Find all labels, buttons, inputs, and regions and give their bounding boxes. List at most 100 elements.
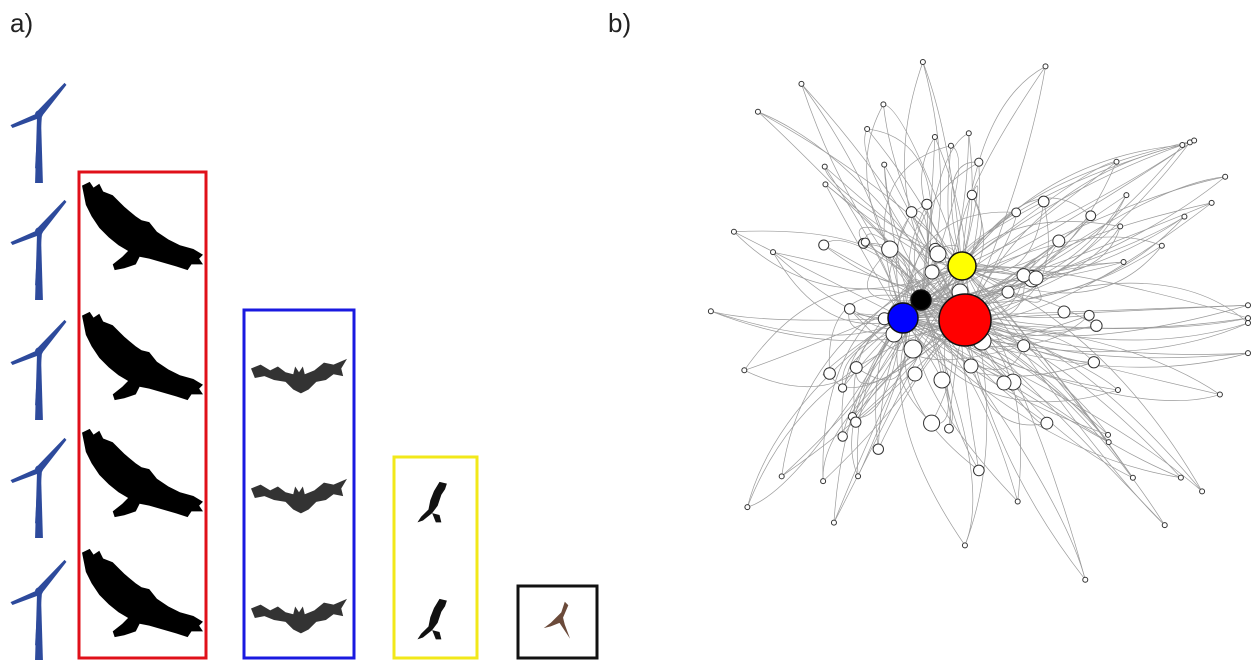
eagle bbox=[82, 429, 203, 517]
node bbox=[865, 126, 870, 131]
edge bbox=[961, 202, 1044, 266]
node bbox=[856, 474, 861, 479]
nodes bbox=[708, 60, 1250, 583]
node bbox=[1053, 235, 1065, 247]
node bbox=[1038, 196, 1049, 207]
turbine bbox=[11, 560, 67, 660]
node bbox=[821, 479, 826, 484]
page: {"panels": [{"label": "a)"}, {"label": "… bbox=[0, 0, 1253, 661]
node bbox=[823, 182, 828, 187]
node bbox=[1017, 269, 1030, 282]
node bbox=[962, 543, 967, 548]
node bbox=[831, 520, 836, 525]
node bbox=[1043, 64, 1048, 69]
node bbox=[1084, 310, 1094, 320]
edge bbox=[962, 66, 1046, 266]
bat bbox=[251, 599, 347, 634]
node bbox=[925, 265, 939, 279]
hub-node bbox=[948, 252, 976, 280]
node bbox=[1118, 224, 1123, 229]
node bbox=[974, 465, 985, 476]
hawk bbox=[417, 482, 446, 522]
eagle bbox=[82, 549, 203, 637]
node bbox=[967, 190, 976, 199]
node bbox=[1088, 357, 1099, 368]
node bbox=[882, 162, 887, 167]
node bbox=[844, 304, 854, 314]
node bbox=[742, 368, 747, 373]
node bbox=[930, 246, 946, 262]
network bbox=[708, 60, 1250, 583]
bat bbox=[251, 359, 347, 394]
edge bbox=[801, 84, 921, 300]
turbine bbox=[11, 83, 67, 183]
node bbox=[838, 432, 847, 441]
node bbox=[1217, 392, 1222, 397]
node bbox=[1015, 499, 1020, 504]
turbine bbox=[11, 438, 67, 538]
node bbox=[1130, 475, 1135, 480]
node bbox=[881, 102, 886, 107]
node bbox=[1114, 159, 1119, 164]
node bbox=[1012, 208, 1021, 217]
node bbox=[708, 309, 713, 314]
node bbox=[934, 372, 950, 388]
node bbox=[1091, 320, 1102, 331]
node bbox=[1159, 243, 1164, 248]
turbines bbox=[11, 83, 67, 660]
node bbox=[1058, 306, 1070, 318]
node bbox=[779, 474, 784, 479]
node bbox=[997, 376, 1011, 390]
bat bbox=[251, 479, 347, 514]
node bbox=[745, 505, 750, 510]
node bbox=[822, 164, 827, 169]
node bbox=[1106, 440, 1111, 445]
edge bbox=[921, 62, 941, 300]
node bbox=[964, 359, 978, 373]
node bbox=[882, 241, 898, 257]
hub-node bbox=[939, 294, 991, 346]
hub-node bbox=[888, 303, 918, 333]
node bbox=[1029, 271, 1043, 285]
node bbox=[975, 158, 983, 166]
node bbox=[906, 207, 917, 218]
edge bbox=[921, 300, 1085, 580]
edge bbox=[744, 318, 903, 387]
node bbox=[1200, 489, 1205, 494]
node bbox=[924, 415, 940, 431]
node bbox=[904, 340, 922, 358]
turbine bbox=[11, 320, 67, 420]
node bbox=[731, 229, 736, 234]
node bbox=[966, 131, 971, 136]
node bbox=[873, 444, 883, 454]
node bbox=[1180, 143, 1185, 148]
node bbox=[1083, 577, 1088, 582]
node bbox=[799, 81, 804, 86]
node bbox=[1246, 351, 1251, 356]
eagle bbox=[82, 312, 203, 400]
node bbox=[1002, 286, 1014, 298]
node bbox=[1209, 200, 1214, 205]
swift bbox=[544, 602, 570, 639]
node bbox=[945, 424, 954, 433]
node bbox=[1246, 303, 1251, 308]
node bbox=[1041, 417, 1053, 429]
edge bbox=[773, 252, 903, 320]
edge bbox=[965, 177, 1225, 320]
node bbox=[1178, 475, 1183, 480]
node bbox=[932, 135, 937, 140]
node bbox=[819, 240, 829, 250]
node bbox=[948, 143, 953, 148]
node bbox=[850, 362, 862, 374]
node bbox=[851, 417, 861, 427]
node bbox=[920, 60, 925, 65]
node bbox=[755, 109, 760, 114]
node bbox=[1182, 214, 1187, 219]
node bbox=[1018, 340, 1030, 352]
node bbox=[838, 384, 846, 392]
node bbox=[824, 368, 836, 380]
node bbox=[771, 250, 776, 255]
node bbox=[1246, 321, 1251, 326]
hawk bbox=[417, 599, 446, 639]
panel-label: b) bbox=[608, 8, 631, 38]
